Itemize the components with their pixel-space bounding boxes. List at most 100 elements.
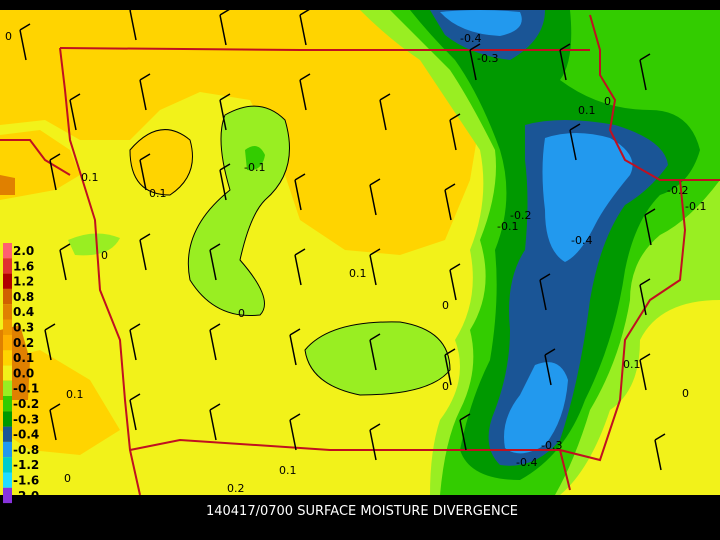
contour-label: 0 [442, 299, 449, 312]
contour-label: 0 [682, 387, 689, 400]
wind-barb [49, 153, 61, 191]
wind-barb [129, 323, 141, 361]
legend-label: 0.0 [13, 366, 34, 380]
wind-barb [459, 413, 471, 451]
wind-barb [19, 23, 31, 61]
map: 0 -0.4 -0.3 0.1 0 0.1 0.1 -0.1 -0.2 -0.1… [0, 3, 720, 496]
border [589, 14, 720, 181]
caption: 140417/0700 SURFACE MOISTURE DIVERGENCE [206, 504, 518, 519]
wind-barb [209, 323, 221, 361]
border [559, 179, 687, 462]
contour-label: -0.4 [516, 456, 537, 469]
wind-barb [639, 353, 651, 391]
wind-barb [379, 93, 391, 131]
wind-barb [544, 348, 556, 386]
legend-swatch [3, 365, 12, 381]
contour-label: 0 [101, 249, 108, 262]
contour-lines [129, 105, 451, 396]
legend-swatch [3, 411, 12, 427]
contour-label: 0.1 [349, 267, 367, 280]
contour-label: 0.1 [623, 358, 641, 371]
contour-label: -0.1 [685, 200, 706, 213]
wind-barb [369, 248, 381, 286]
legend-label: 2.0 [13, 244, 34, 258]
contour-label: 0.1 [578, 104, 596, 117]
wind-barb [209, 243, 221, 281]
contour [129, 129, 193, 196]
contour-label: 0.1 [81, 171, 99, 184]
wind-barb [444, 348, 456, 386]
wind-barb [449, 113, 461, 151]
contour-label: -0.2 [510, 209, 531, 222]
legend-label: -2.0 [13, 489, 39, 503]
contour-label: 0 [64, 472, 71, 485]
green-light [305, 321, 450, 395]
orange-area [0, 10, 480, 255]
wind-barb [139, 233, 151, 271]
contour-label: 0.1 [279, 464, 297, 477]
contour-label: 0 [604, 95, 611, 108]
wind-barb [219, 8, 231, 46]
wind-barb [219, 163, 231, 201]
legend-swatch [3, 258, 12, 274]
legend-label: -1.2 [13, 458, 39, 472]
wind-barb [49, 403, 61, 441]
wind-barb [539, 273, 551, 311]
wind-barb [289, 413, 301, 451]
wind-barb [569, 123, 581, 161]
legend-swatch [3, 304, 12, 320]
green [245, 146, 265, 171]
wind-barb [69, 93, 81, 131]
legend-label: 0.8 [13, 290, 34, 304]
legend-label: 1.6 [13, 259, 34, 273]
blue-light [440, 10, 522, 36]
wind-barb [369, 423, 381, 461]
wind-barbs [19, 3, 666, 471]
wind-barb [444, 183, 456, 221]
orange-area [130, 129, 193, 195]
wind-barb [559, 43, 571, 81]
contour-label: -0.4 [460, 32, 481, 45]
legend-label: -1.6 [13, 474, 39, 488]
wind-barb [209, 403, 221, 441]
contour-label: -0.1 [497, 220, 518, 233]
legend-label: 0.4 [13, 305, 34, 319]
border [0, 139, 71, 176]
wind-barb [369, 178, 381, 216]
wind-barb [369, 333, 381, 371]
legend-swatch [3, 273, 12, 289]
wind-barb [299, 8, 311, 46]
state-borders [0, 14, 720, 496]
legend-label: 0.2 [13, 336, 34, 350]
contour-label: 0 [5, 30, 12, 43]
contour-label: 0.1 [149, 187, 167, 200]
blue-light [542, 133, 633, 262]
wind-barb [129, 3, 141, 41]
legend-swatch [3, 426, 12, 442]
legend-swatch [3, 243, 12, 259]
wind-barb [469, 43, 481, 81]
border [59, 47, 590, 51]
legend-label: -0.1 [13, 382, 39, 396]
legend-label: 0.1 [13, 351, 34, 365]
legend: 2.01.6 1.20.80.4 0.30.20.10.0 -0.1-0.2-0.3 -… [3, 243, 39, 504]
border [129, 438, 571, 491]
wind-barb [639, 53, 651, 91]
legend-label: -0.3 [13, 412, 39, 426]
border [59, 47, 141, 496]
legend-label: 1.2 [13, 275, 34, 289]
wind-barb [639, 278, 651, 316]
contour-label: 0 [442, 380, 449, 393]
wind-barb [654, 433, 666, 471]
contour-label: -0.2 [667, 184, 688, 197]
contour-label: 0 [238, 307, 245, 320]
contour-label: -0.3 [477, 52, 498, 65]
caption-bar [0, 495, 720, 540]
legend-swatch [3, 350, 12, 366]
contour-label: -0.1 [244, 161, 265, 174]
legend-swatch [3, 334, 12, 351]
orange-dark [0, 175, 15, 195]
legend-swatch [3, 288, 12, 305]
wind-barb [129, 393, 141, 431]
wind-barb [59, 243, 71, 281]
